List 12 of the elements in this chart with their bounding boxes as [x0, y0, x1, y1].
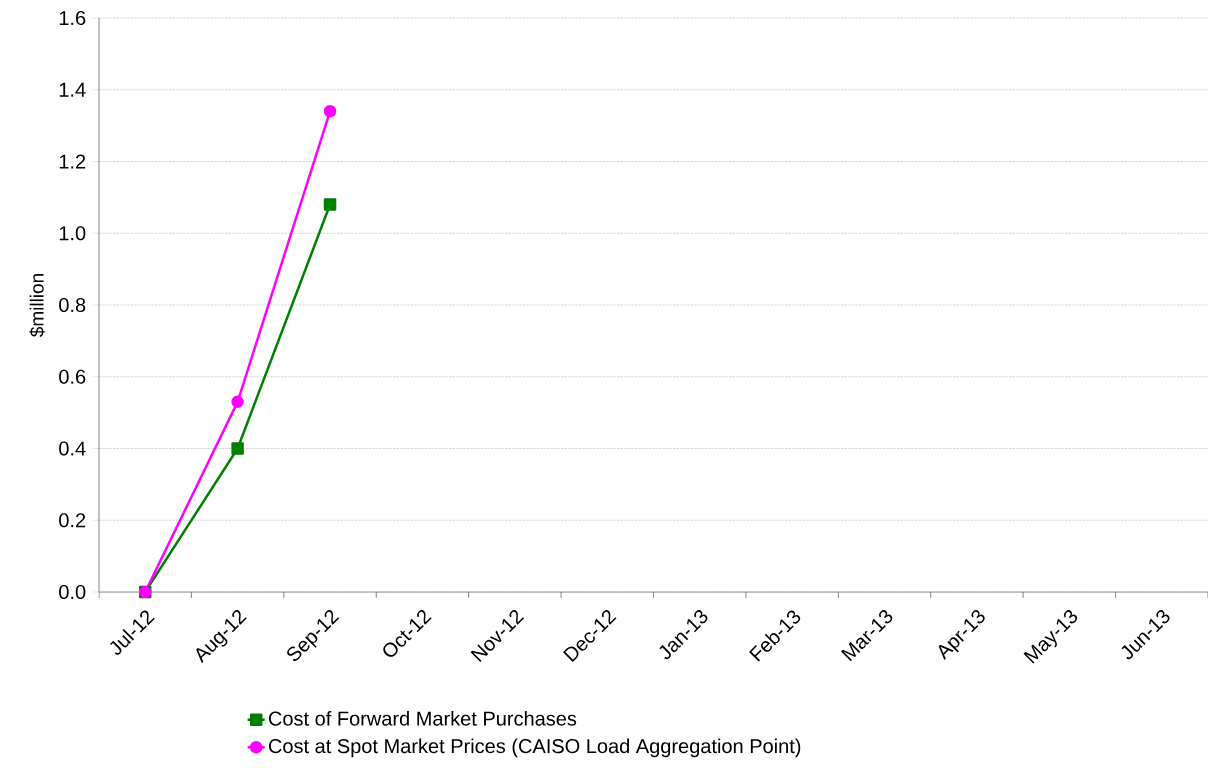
y-tick-label: 1.6	[59, 10, 86, 26]
y-tick-label: 0.2	[59, 513, 86, 528]
y-tick-label: 0.0	[59, 584, 86, 600]
y-tick-label: 0.8	[59, 297, 86, 313]
y-tick-label: 1.2	[59, 154, 86, 169]
y-tick-label: 1.0	[59, 226, 86, 241]
y-axis-title: $million	[29, 274, 45, 337]
legend-label: Cost of Forward Market Purchases	[268, 711, 577, 726]
y-tick-label: 1.4	[59, 82, 86, 97]
legend-label: Cost at Spot Market Prices (CAISO Load Aggregation Point)	[268, 738, 801, 758]
y-tick-label: 0.4	[59, 441, 86, 456]
y-tick-label: 0.6	[59, 369, 86, 384]
